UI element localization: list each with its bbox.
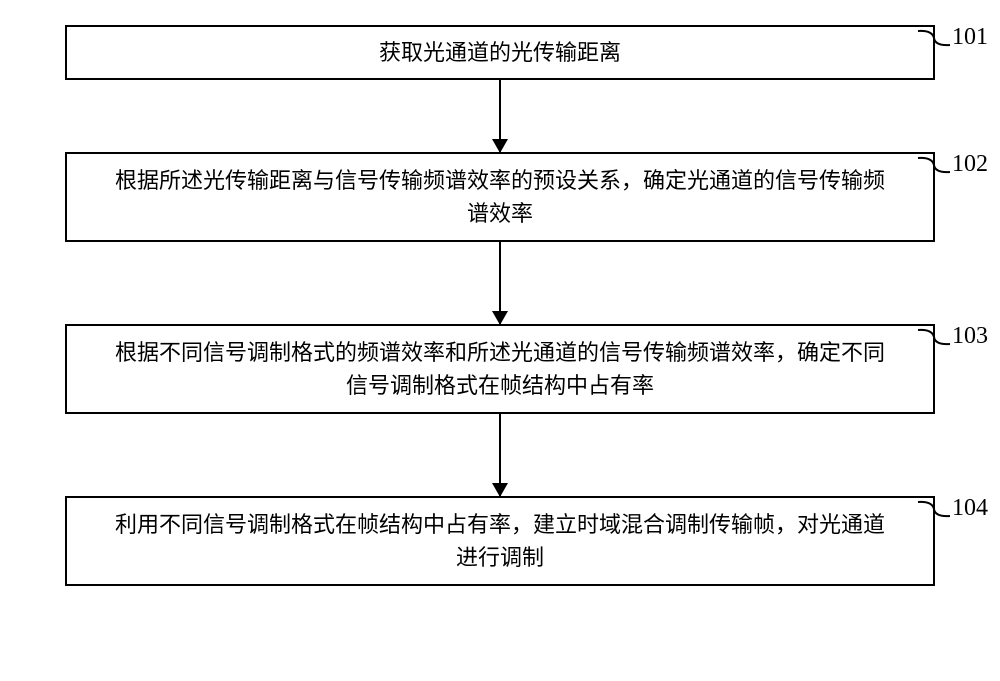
flow-step-text: 根据不同信号调制格式的频谱效率和所述光通道的信号传输频谱效率，确定不同信号调制格… xyxy=(107,336,893,402)
label-bracket-icon xyxy=(918,151,948,171)
flow-arrow xyxy=(65,242,935,324)
flow-step-3: 根据不同信号调制格式的频谱效率和所述光通道的信号传输频谱效率，确定不同信号调制格… xyxy=(65,324,935,414)
flow-step-4: 利用不同信号调制格式在帧结构中占有率，建立时域混合调制传输帧，对光通道进行调制 … xyxy=(65,496,935,586)
flow-step-1: 获取光通道的光传输距离 101 xyxy=(65,25,935,80)
flow-step-text: 根据所述光传输距离与信号传输频谱效率的预设关系，确定光通道的信号传输频谱效率 xyxy=(107,164,893,230)
flow-step-2: 根据所述光传输距离与信号传输频谱效率的预设关系，确定光通道的信号传输频谱效率 1… xyxy=(65,152,935,242)
flow-step-text: 利用不同信号调制格式在帧结构中占有率，建立时域混合调制传输帧，对光通道进行调制 xyxy=(107,508,893,574)
label-bracket-icon xyxy=(918,24,948,44)
label-bracket-icon xyxy=(918,323,948,343)
flow-arrow xyxy=(65,414,935,496)
flow-step-label: 102 xyxy=(952,146,988,182)
flow-step-label: 103 xyxy=(952,318,988,354)
flow-step-text: 获取光通道的光传输距离 xyxy=(379,36,621,69)
flow-step-label: 104 xyxy=(952,490,988,526)
flowchart-container: 获取光通道的光传输距离 101 根据所述光传输距离与信号传输频谱效率的预设关系，… xyxy=(65,25,935,586)
flow-step-label: 101 xyxy=(952,19,988,55)
flow-arrow xyxy=(65,80,935,152)
label-bracket-icon xyxy=(918,495,948,515)
